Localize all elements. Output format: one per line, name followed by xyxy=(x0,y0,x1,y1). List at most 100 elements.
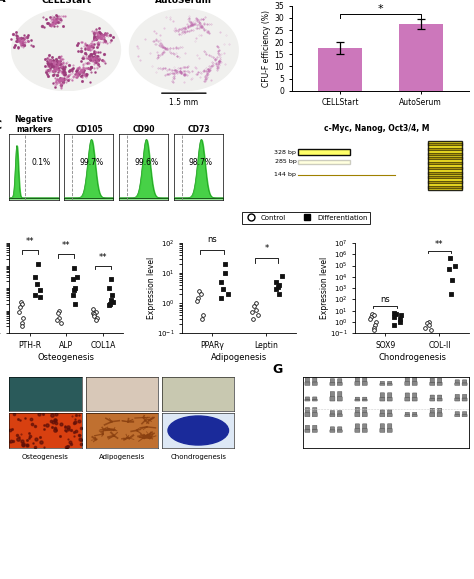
Point xyxy=(107,295,114,305)
Point xyxy=(89,308,97,317)
Polygon shape xyxy=(129,9,238,91)
FancyBboxPatch shape xyxy=(430,382,435,386)
FancyBboxPatch shape xyxy=(455,412,459,415)
Point xyxy=(427,325,435,335)
Text: Adipogenesis: Adipogenesis xyxy=(99,454,145,460)
FancyBboxPatch shape xyxy=(355,397,359,400)
FancyBboxPatch shape xyxy=(355,424,359,428)
FancyBboxPatch shape xyxy=(337,427,342,430)
X-axis label: Osteogenesis: Osteogenesis xyxy=(38,353,95,362)
FancyBboxPatch shape xyxy=(428,162,462,164)
FancyBboxPatch shape xyxy=(312,397,317,399)
Point xyxy=(219,284,227,294)
Point xyxy=(199,310,206,320)
Point xyxy=(423,318,430,328)
FancyBboxPatch shape xyxy=(412,397,417,401)
FancyBboxPatch shape xyxy=(330,379,335,382)
FancyBboxPatch shape xyxy=(462,398,467,401)
Text: A: A xyxy=(0,0,6,5)
FancyBboxPatch shape xyxy=(430,408,435,413)
FancyBboxPatch shape xyxy=(455,398,460,401)
FancyBboxPatch shape xyxy=(305,399,310,401)
FancyBboxPatch shape xyxy=(305,426,310,429)
Point xyxy=(368,309,375,318)
Point xyxy=(198,314,205,324)
FancyBboxPatch shape xyxy=(412,377,417,382)
Point xyxy=(250,302,257,311)
FancyBboxPatch shape xyxy=(412,382,417,386)
Text: **: ** xyxy=(26,237,34,246)
FancyBboxPatch shape xyxy=(437,382,442,386)
Point xyxy=(371,323,378,332)
FancyBboxPatch shape xyxy=(428,141,462,190)
FancyBboxPatch shape xyxy=(355,428,360,433)
FancyBboxPatch shape xyxy=(298,149,350,155)
FancyBboxPatch shape xyxy=(388,410,392,413)
Point xyxy=(193,296,201,306)
FancyBboxPatch shape xyxy=(405,382,410,386)
Text: Chondrogenesis: Chondrogenesis xyxy=(170,454,226,460)
FancyBboxPatch shape xyxy=(312,413,317,417)
Text: C: C xyxy=(0,119,1,131)
Text: 144 bp: 144 bp xyxy=(274,172,296,177)
Point xyxy=(446,265,453,274)
Point xyxy=(425,317,432,327)
Point xyxy=(109,297,117,306)
FancyBboxPatch shape xyxy=(438,408,442,413)
FancyBboxPatch shape xyxy=(387,413,392,417)
Point xyxy=(16,302,24,312)
Text: **: ** xyxy=(99,252,107,262)
Point xyxy=(33,280,41,289)
FancyBboxPatch shape xyxy=(380,413,385,417)
FancyBboxPatch shape xyxy=(337,411,342,414)
FancyBboxPatch shape xyxy=(430,395,435,398)
Y-axis label: Expression level: Expression level xyxy=(320,257,328,319)
FancyBboxPatch shape xyxy=(438,378,442,382)
FancyBboxPatch shape xyxy=(312,382,317,386)
FancyBboxPatch shape xyxy=(387,383,392,386)
FancyBboxPatch shape xyxy=(428,181,462,183)
Bar xyxy=(399,24,443,91)
Title: CD73: CD73 xyxy=(188,125,210,134)
Point xyxy=(252,299,259,308)
Point xyxy=(90,310,98,319)
Point xyxy=(451,261,459,270)
Point xyxy=(108,274,115,284)
Point xyxy=(32,290,39,299)
X-axis label: Chondrogenesis: Chondrogenesis xyxy=(378,353,447,362)
Point xyxy=(93,313,100,322)
FancyBboxPatch shape xyxy=(298,160,350,164)
FancyBboxPatch shape xyxy=(388,382,392,383)
FancyBboxPatch shape xyxy=(380,393,384,397)
FancyBboxPatch shape xyxy=(305,413,310,417)
FancyBboxPatch shape xyxy=(305,429,310,433)
Title: CD105: CD105 xyxy=(75,125,103,134)
Point xyxy=(69,290,76,299)
FancyBboxPatch shape xyxy=(387,397,392,401)
FancyBboxPatch shape xyxy=(428,171,462,174)
Title: c-Myc, Nanog, Oct3/4, M: c-Myc, Nanog, Oct3/4, M xyxy=(324,124,429,133)
FancyBboxPatch shape xyxy=(387,428,392,433)
Point xyxy=(92,315,100,324)
Text: **: ** xyxy=(62,241,71,250)
Point xyxy=(106,299,114,309)
FancyBboxPatch shape xyxy=(428,153,462,155)
FancyBboxPatch shape xyxy=(405,393,410,397)
Point xyxy=(18,299,26,309)
Title: Negative
markers: Negative markers xyxy=(15,115,54,134)
FancyBboxPatch shape xyxy=(330,391,335,397)
Text: ns: ns xyxy=(208,235,217,244)
Point xyxy=(73,273,81,282)
FancyBboxPatch shape xyxy=(412,412,417,415)
Point xyxy=(55,306,63,316)
Point xyxy=(224,290,231,299)
FancyBboxPatch shape xyxy=(330,397,335,401)
Point xyxy=(195,287,202,296)
Text: Osteogenesis: Osteogenesis xyxy=(22,454,69,460)
FancyBboxPatch shape xyxy=(455,415,460,417)
Point xyxy=(71,299,79,309)
Point xyxy=(53,315,60,324)
Point xyxy=(370,310,377,320)
FancyBboxPatch shape xyxy=(337,414,342,417)
FancyBboxPatch shape xyxy=(412,393,417,397)
